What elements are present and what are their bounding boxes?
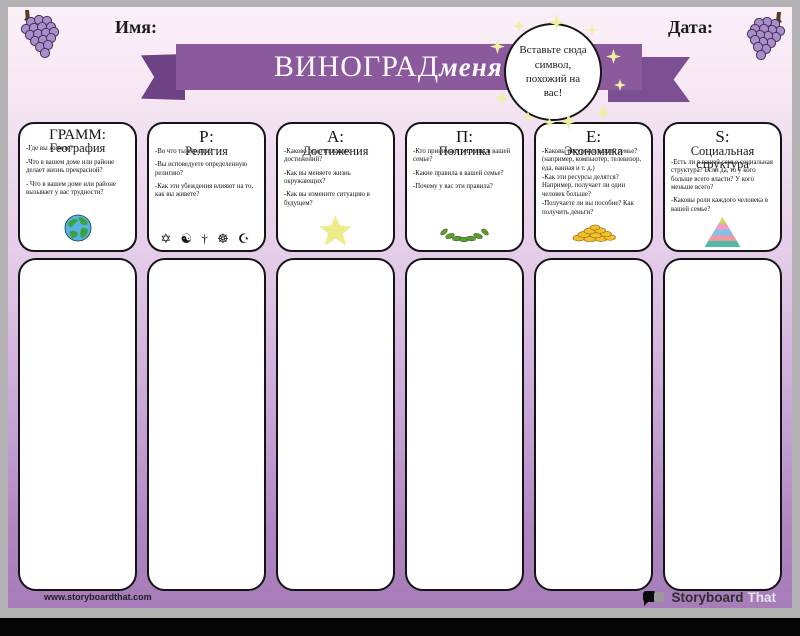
title-main: ВИНОГРАД	[273, 50, 440, 83]
question: -Во что ты веришь?	[155, 147, 213, 155]
sparkle-star-icon	[544, 117, 555, 128]
answer-box-social	[663, 258, 782, 591]
card-subtitle: Экономика	[564, 143, 623, 158]
sparkle-star-icon	[596, 105, 611, 120]
date-label: Дата:	[668, 17, 713, 37]
card-questions: -Где вы живете? -Что в вашем доме или ра…	[26, 144, 129, 197]
footer-url: www.storyboardthat.com	[44, 592, 152, 602]
grapes-icon	[742, 10, 792, 71]
card-questions: -Кто принимает решения в вашей семье? -К…	[413, 147, 516, 192]
question: -Что в вашем доме или районе делает жизн…	[26, 158, 115, 175]
question: -Каковы ресурсы в вашей семье? (например…	[542, 147, 642, 172]
answer-box-religion	[147, 258, 266, 591]
bottom-black-bar	[0, 618, 800, 636]
worksheet-page: Имя: Дата: ВИНОГРАД меня! Вставьте сюда с…	[8, 7, 792, 608]
card-subtitle: Достижения	[302, 143, 369, 158]
card-subtitle: Политика	[438, 143, 491, 158]
card-economics: Е: Экономика -Каковы ресурсы в вашей сем…	[534, 122, 653, 252]
card-subtitle: География	[49, 141, 106, 156]
card-letter: Р:	[199, 127, 214, 146]
question: -Вы исповедуете определенную религию?	[155, 161, 248, 177]
card-religion: Р: Религия -Во что ты веришь? -Вы испове…	[147, 122, 266, 252]
religious-symbols-icon: ✡ ☯ † ☸ ☪	[160, 231, 253, 246]
answer-box-economics	[534, 258, 653, 591]
question: -Какие правила в вашей семье?	[413, 169, 504, 177]
card-achievements: А: Достижения -Каково одно из ваших дост…	[276, 122, 395, 252]
question: -Как эти убеждения влияют на то, как вы …	[155, 183, 254, 199]
card-letter: П:	[456, 127, 473, 146]
card-questions: -Во что ты веришь? -Вы исповедуете опред…	[155, 147, 258, 200]
question-cards-row: ГРАММ: География -Где вы живете? -Что в …	[18, 122, 782, 252]
question: -Как вы измените ситуацию в будущем?	[284, 191, 370, 207]
answer-boxes-row	[18, 258, 782, 591]
card-questions: -Есть ли в вашей семье социальная структ…	[671, 147, 774, 215]
card-social-structure: S: Социальная структура -Есть ли в вашей…	[663, 122, 782, 252]
question: -Каково одно из ваших достижений?	[284, 147, 351, 164]
symbol-placeholder-circle: Вставьте сюда символ, похожий на вас!	[504, 23, 602, 121]
answer-box-politics	[405, 258, 524, 591]
gold-coins-icon	[571, 224, 617, 247]
card-subtitle: Религия	[185, 143, 228, 158]
star-icon	[319, 215, 353, 247]
earth-globe-icon	[64, 214, 92, 247]
question: -Получаете ли вы пособие? Как получить д…	[542, 200, 634, 216]
sparkle-star-icon	[513, 20, 525, 32]
social-pyramid-icon	[704, 217, 741, 247]
card-letter: А:	[327, 127, 344, 146]
question: -Есть ли в вашей семье социальная структ…	[671, 158, 773, 191]
symbol-placeholder-text: Вставьте сюда символ, похожий на вас!	[519, 44, 587, 100]
logo-text-main: Storyboard	[671, 590, 744, 605]
question: -Где вы живете?	[26, 145, 73, 153]
card-letter: Е:	[585, 127, 602, 146]
question: -Кто принимает решения в вашей семье?	[413, 147, 511, 164]
card-questions: -Каковы ресурсы в вашей семье? (например…	[542, 147, 645, 218]
card-subtitle: Социальная структура	[690, 143, 755, 171]
question: -Каковы роли каждого человека в вашей се…	[671, 197, 769, 213]
card-letter: S:	[715, 127, 730, 146]
logo-text-accent: That	[747, 590, 777, 605]
name-label: Имя:	[115, 17, 157, 37]
question: -Как эти ресурсы делятся? Например, полу…	[542, 174, 626, 198]
answer-box-achievements	[276, 258, 395, 591]
page-title: ВИНОГРАД меня!	[194, 44, 594, 90]
laurel-wreath-icon	[438, 226, 492, 247]
sparkle-star-icon	[586, 24, 598, 36]
title-italic: меня!	[439, 51, 515, 82]
question: - Что в вашем доме или районе вызывает у…	[26, 180, 116, 197]
storyboardthat-logo: Storyboard That	[643, 590, 777, 606]
card-politics: П: Политика -Кто принимает решения в ваш…	[405, 122, 524, 252]
card-letter: ГРАММ:	[49, 127, 106, 143]
card-questions: -Каково одно из ваших достижений? -Как в…	[284, 147, 387, 209]
card-geography: ГРАММ: География -Где вы живете? -Что в …	[18, 122, 137, 252]
answer-box-geography	[18, 258, 137, 591]
speech-bubble-icon	[643, 590, 667, 606]
grapes-icon	[14, 8, 64, 69]
question: -Почему у вас эти правила?	[413, 183, 493, 190]
sparkle-star-icon	[495, 91, 509, 105]
question: -Как вы меняете жизнь окружающих?	[284, 169, 351, 185]
